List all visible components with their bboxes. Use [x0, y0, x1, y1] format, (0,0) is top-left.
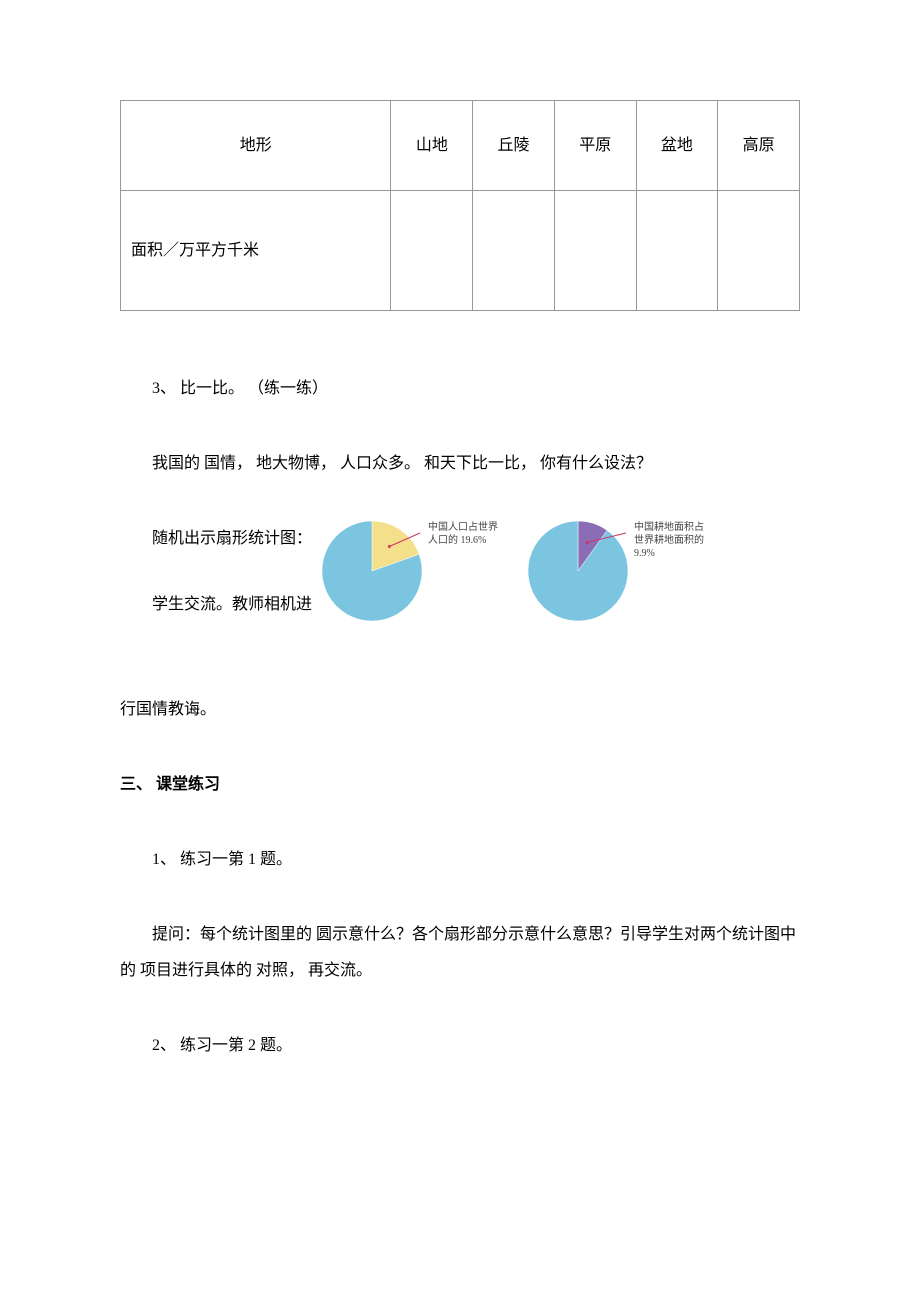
- paragraph-ex1-question: 提问：每个统计图里的 圆示意什么？各个扇形部分示意什么意思？引导学生对两个统计图…: [120, 917, 800, 987]
- table-data-row: 面积／万平方千米: [121, 191, 800, 311]
- table-cell-empty: [718, 191, 800, 311]
- pie-chart-svg: [322, 521, 422, 621]
- table-header-cell: 地形: [121, 101, 391, 191]
- pie-label-line: 中国人口占世界: [428, 522, 498, 533]
- table-header-cell: 高原: [718, 101, 800, 191]
- chart-block: 随机出示扇形统计图： 学生交流。教师相机进 中国人口占世界 人口的 19.6% …: [120, 521, 800, 651]
- table-header-cell: 丘陵: [473, 101, 555, 191]
- chart-continuation-text: 行国情教诲。: [120, 692, 800, 727]
- section-title-exercise: 三、 课堂练习: [120, 767, 800, 802]
- table-header-cell: 盆地: [636, 101, 718, 191]
- chart-intro-text: 随机出示扇形统计图：: [120, 521, 312, 556]
- pie-label-line: 中国耕地面积占: [634, 522, 704, 533]
- terrain-table: 地形 山地 丘陵 平原 盆地 高原 面积／万平方千米: [120, 100, 800, 311]
- pie-label-line: 人口的 19.6%: [428, 535, 486, 546]
- chart-text-column: 随机出示扇形统计图： 学生交流。教师相机进: [120, 521, 312, 651]
- pie-charts-area: 中国人口占世界 人口的 19.6% 中国耕地面积占 世界耕地面积的 9.9%: [312, 521, 800, 621]
- table-cell-empty: [636, 191, 718, 311]
- pie-chart-farmland: 中国耕地面积占 世界耕地面积的 9.9%: [528, 521, 704, 621]
- pie-chart-population: 中国人口占世界 人口的 19.6%: [322, 521, 498, 621]
- pie-chart-svg: [528, 521, 628, 621]
- table-cell-empty: [473, 191, 555, 311]
- pie-label-population: 中国人口占世界 人口的 19.6%: [428, 521, 498, 547]
- paragraph-compare: 3、 比一比。 （练一练）: [120, 371, 800, 406]
- table-cell-empty: [391, 191, 473, 311]
- table-header-row: 地形 山地 丘陵 平原 盆地 高原: [121, 101, 800, 191]
- table-cell-empty: [554, 191, 636, 311]
- pie-label-line: 世界耕地面积的: [634, 535, 704, 546]
- chart-followup-text: 学生交流。教师相机进: [120, 587, 312, 622]
- paragraph-ex2: 2、 练习一第 2 题。: [120, 1028, 800, 1063]
- table-row-label: 面积／万平方千米: [121, 191, 391, 311]
- paragraph-guoqing: 我国的 国情， 地大物博， 人口众多。 和天下比一比， 你有什么设法？: [120, 446, 800, 481]
- table-header-cell: 山地: [391, 101, 473, 191]
- pie-label-farmland: 中国耕地面积占 世界耕地面积的 9.9%: [634, 521, 704, 560]
- table-header-cell: 平原: [554, 101, 636, 191]
- pie-label-line: 9.9%: [634, 548, 655, 559]
- paragraph-ex1: 1、 练习一第 1 题。: [120, 842, 800, 877]
